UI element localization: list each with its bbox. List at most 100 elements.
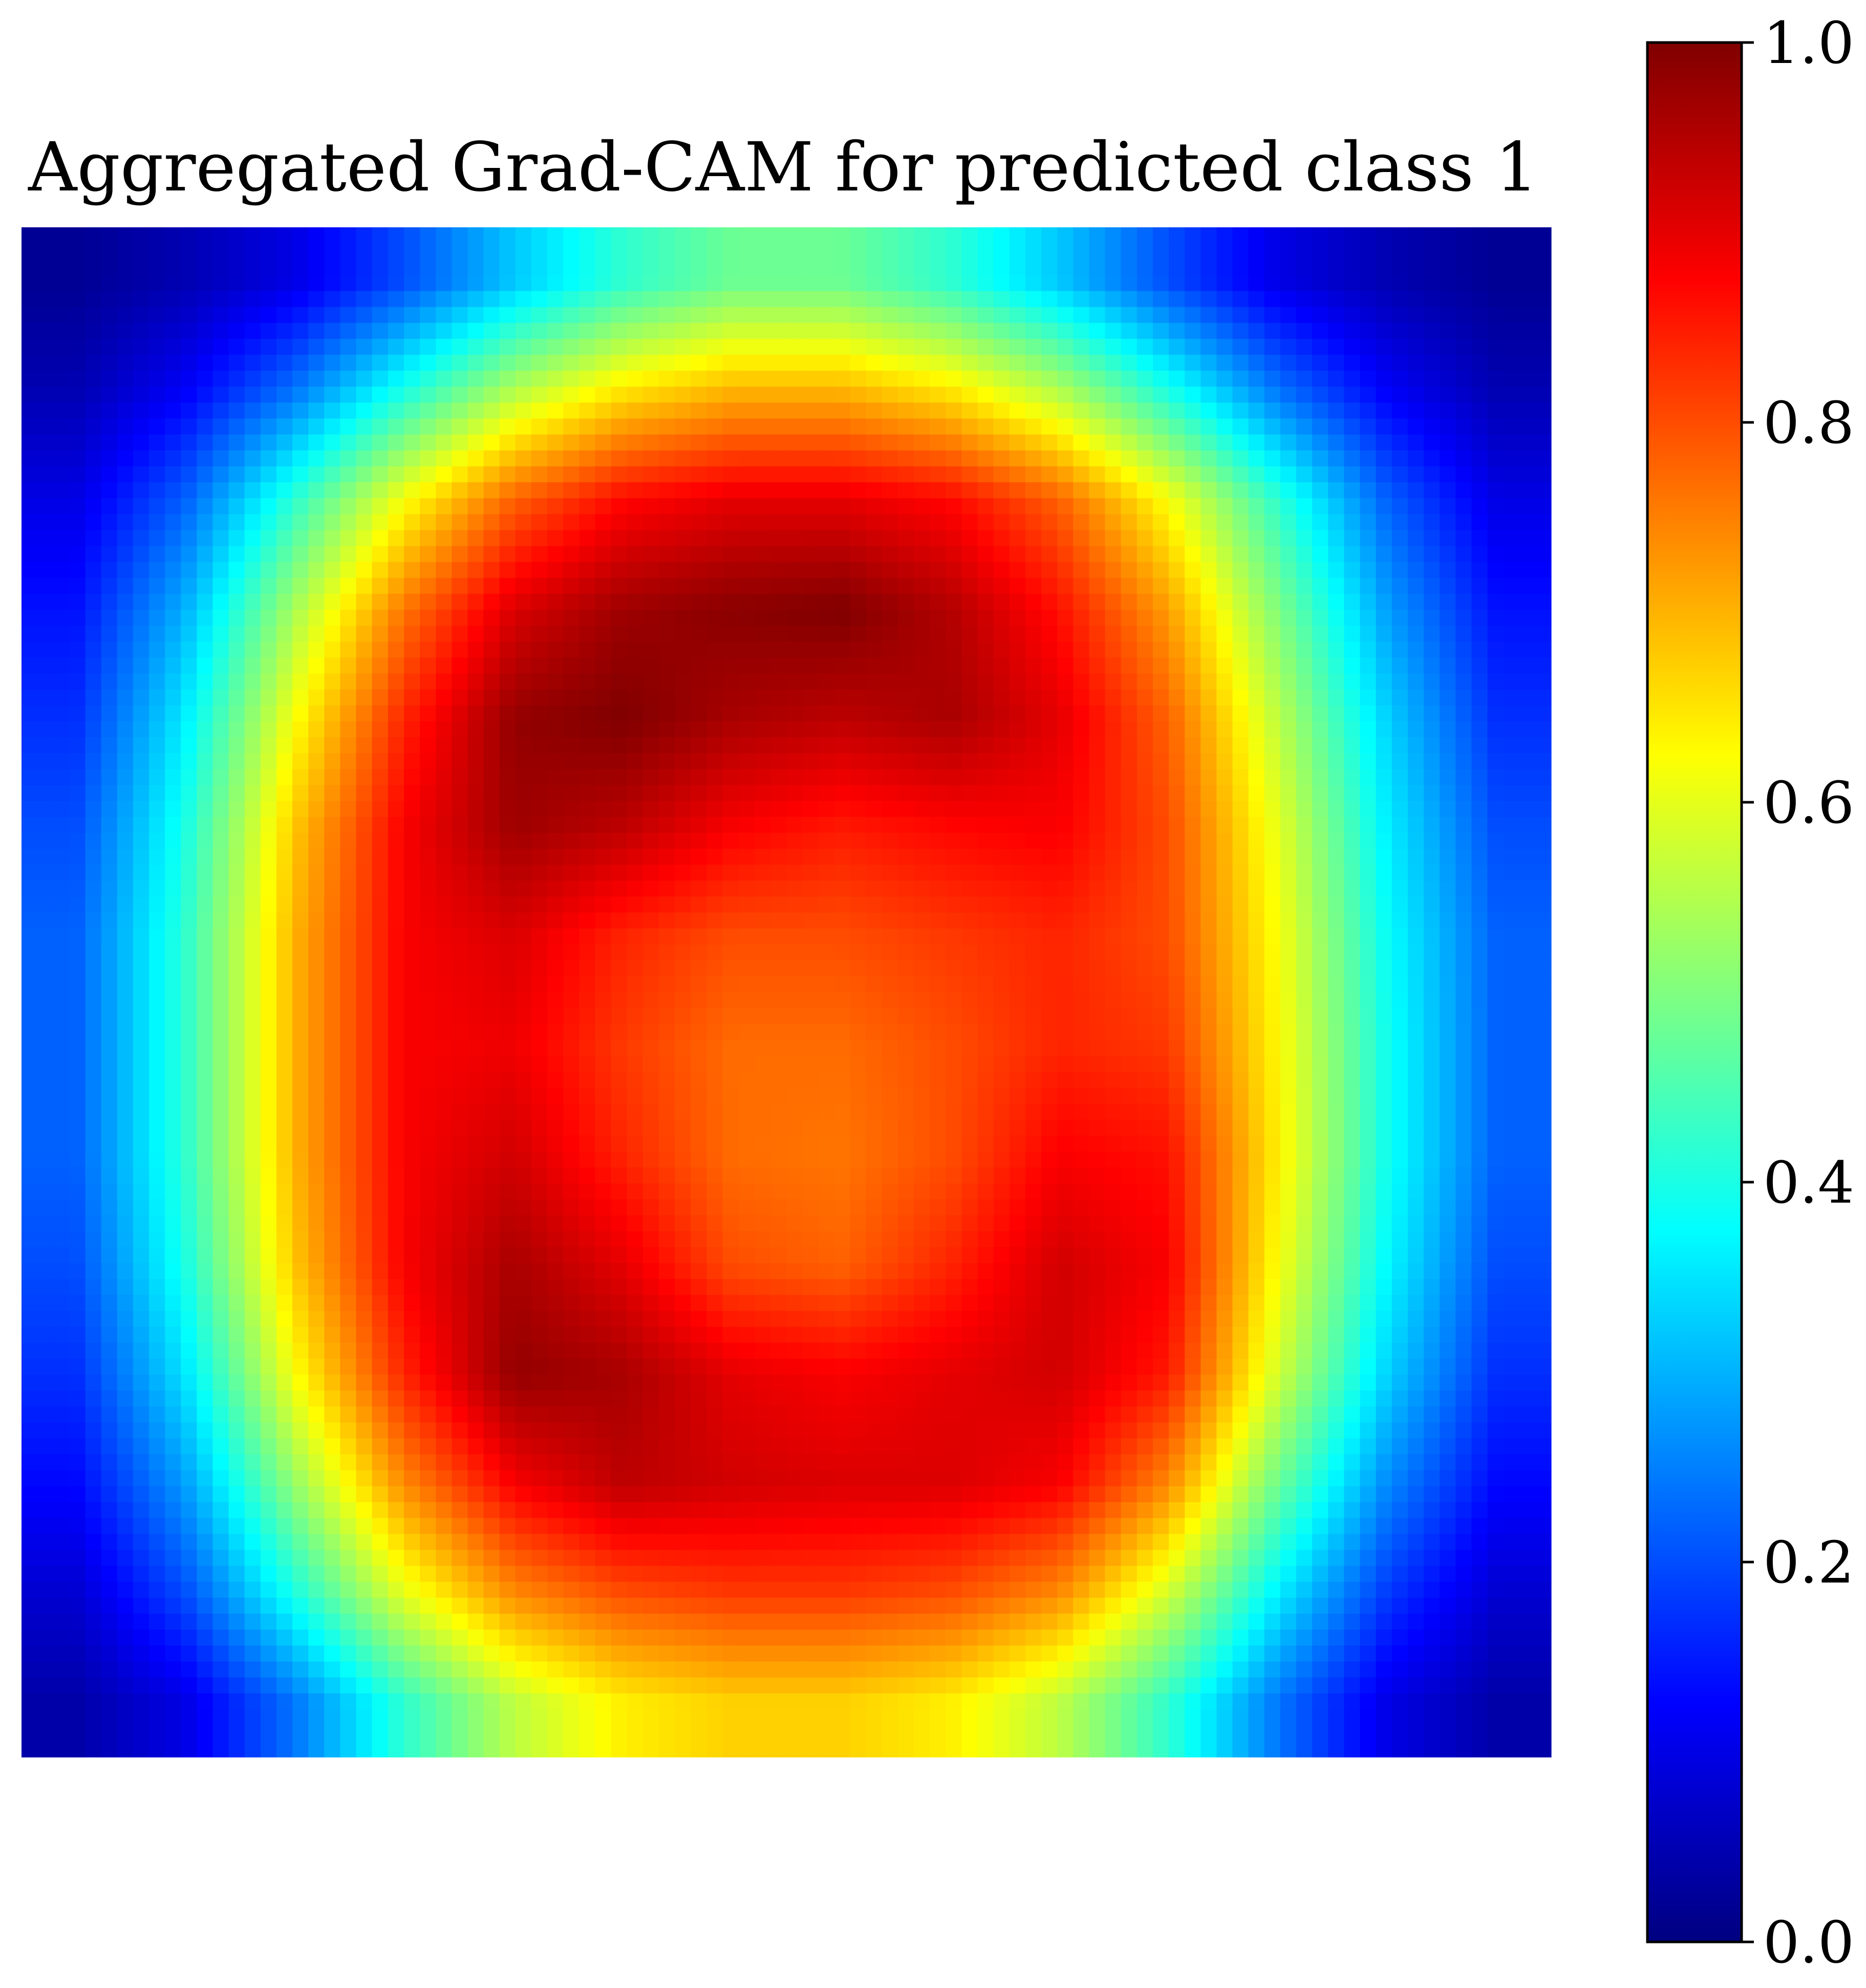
heatmap-cell xyxy=(1041,227,1058,244)
heatmap-cell xyxy=(85,593,102,610)
heatmap-cell xyxy=(165,737,181,754)
heatmap-cell xyxy=(914,705,930,722)
heatmap-cell xyxy=(1391,593,1408,610)
heatmap-cell xyxy=(563,705,580,722)
heatmap-cell xyxy=(547,817,564,833)
heatmap-cell xyxy=(786,896,803,913)
heatmap-cell xyxy=(308,801,325,818)
heatmap-cell xyxy=(706,418,723,435)
heatmap-cell xyxy=(659,450,675,467)
heatmap-cell xyxy=(993,817,1010,833)
heatmap-cell xyxy=(244,737,261,754)
heatmap-cell xyxy=(1169,817,1185,833)
heatmap-cell xyxy=(706,355,723,371)
heatmap-cell xyxy=(1455,227,1472,244)
heatmap-cell xyxy=(914,848,930,865)
heatmap-cell xyxy=(738,896,755,913)
heatmap-cell xyxy=(436,482,452,499)
heatmap-cell xyxy=(260,355,277,371)
heatmap-cell xyxy=(69,881,86,897)
heatmap-cell xyxy=(1057,881,1074,897)
heatmap-cell xyxy=(22,338,38,355)
heatmap-cell xyxy=(515,355,532,371)
heatmap-cell xyxy=(244,355,261,371)
heatmap-cell xyxy=(946,482,962,499)
heatmap-cell xyxy=(1200,881,1217,897)
heatmap-cell xyxy=(420,896,436,913)
heatmap-cell xyxy=(1216,275,1233,292)
heatmap-cell xyxy=(738,227,755,244)
heatmap-cell xyxy=(993,976,1010,993)
heatmap-cell xyxy=(1073,753,1089,769)
heatmap-cell xyxy=(1344,434,1361,451)
heatmap-cell xyxy=(133,371,149,387)
heatmap-cell xyxy=(642,610,659,626)
heatmap-cell xyxy=(1105,450,1122,467)
heatmap-cell xyxy=(930,610,946,626)
heatmap-cell xyxy=(1328,817,1344,833)
heatmap-cell xyxy=(372,976,389,993)
heatmap-cell xyxy=(228,737,245,754)
heatmap-cell xyxy=(1455,801,1472,818)
heatmap-cell xyxy=(786,338,803,355)
heatmap-cell xyxy=(691,275,707,292)
heatmap-cell xyxy=(786,498,803,515)
heatmap-cell xyxy=(117,673,134,690)
heatmap-cell xyxy=(467,338,484,355)
heatmap-cell xyxy=(675,1008,691,1024)
heatmap-cell xyxy=(722,848,739,865)
heatmap-cell xyxy=(1344,657,1361,674)
heatmap-cell xyxy=(1264,387,1281,403)
heatmap-cell xyxy=(547,705,564,722)
heatmap-cell xyxy=(563,578,580,594)
heatmap-cell xyxy=(149,896,165,913)
heatmap-cell xyxy=(754,498,771,515)
heatmap-cell xyxy=(53,387,70,403)
heatmap-cell xyxy=(404,434,420,451)
heatmap-cell xyxy=(499,514,516,530)
heatmap-cell xyxy=(356,944,373,961)
heatmap-cell xyxy=(1057,785,1074,802)
heatmap-cell xyxy=(515,944,532,961)
heatmap-cell xyxy=(1360,753,1377,769)
heatmap-cell xyxy=(388,338,404,355)
heatmap-cell xyxy=(483,642,500,658)
heatmap-cell xyxy=(1535,769,1552,785)
heatmap-cell xyxy=(642,848,659,865)
heatmap-cell xyxy=(1391,530,1408,547)
heatmap-cell xyxy=(181,291,197,308)
heatmap-cell xyxy=(404,371,420,387)
heatmap-cell xyxy=(1503,514,1520,530)
heatmap-cell xyxy=(69,402,86,419)
heatmap-cell xyxy=(133,865,149,881)
heatmap-cell xyxy=(1407,291,1424,308)
heatmap-cell xyxy=(1424,992,1440,1009)
heatmap-cell xyxy=(531,387,548,403)
heatmap-cell xyxy=(228,976,245,993)
heatmap-cell xyxy=(1280,848,1297,865)
heatmap-cell xyxy=(420,546,436,563)
heatmap-cell xyxy=(212,371,229,387)
heatmap-cell xyxy=(292,976,309,993)
heatmap-cell xyxy=(993,753,1010,769)
heatmap-cell xyxy=(69,434,86,451)
heatmap-cell xyxy=(1391,434,1408,451)
heatmap-cell xyxy=(499,721,516,738)
heatmap-cell xyxy=(1519,371,1536,387)
heatmap-cell xyxy=(579,769,596,785)
heatmap-cell xyxy=(69,976,86,993)
heatmap-cell xyxy=(1391,896,1408,913)
heatmap-cell xyxy=(897,881,914,897)
heatmap-cell xyxy=(165,243,181,260)
heatmap-cell xyxy=(1535,896,1552,913)
heatmap-cell xyxy=(1264,323,1281,339)
heatmap-cell xyxy=(1025,259,1042,275)
heatmap-cell xyxy=(1471,832,1488,849)
heatmap-cell xyxy=(1360,387,1377,403)
heatmap-cell xyxy=(133,673,149,690)
heatmap-cell xyxy=(420,769,436,785)
heatmap-cell xyxy=(977,259,994,275)
heatmap-cell xyxy=(1216,737,1233,754)
heatmap-cell xyxy=(1057,387,1074,403)
heatmap-cell xyxy=(914,291,930,308)
